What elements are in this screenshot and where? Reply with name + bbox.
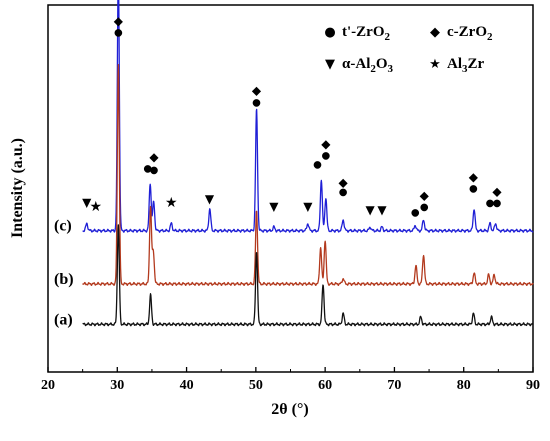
peak-marker: ● [420,202,429,213]
series-label: (a) [54,311,73,328]
x-tick-label: 30 [110,378,124,393]
peak-markers: ◆●▼★●●◆★ ▼◆●▼ ▼●●◆●◆▼ ▼ ●●◆ ●◆●●◆ [82,14,502,218]
legend-symbol: ★ [429,57,441,72]
x-tick-label: 20 [41,378,55,393]
peak-marker: ▼ [366,203,376,217]
legend-symbol: ● [324,25,335,40]
peak-marker: ● [339,187,348,198]
peak-marker: ◆ [149,150,159,164]
series-label: (c) [54,218,72,235]
peak-marker: ◆ [114,14,124,28]
peak-marker: ◆ [420,188,430,202]
legend-label: Al3Zr [447,56,485,75]
peak-marker: ● [252,97,261,108]
peak-marker: ● [150,165,159,176]
series-line-1 [82,0,534,233]
x-tick-label: 50 [249,378,263,393]
x-axis-ticks: 20 30 40 50 60 70 80 90 [41,367,540,393]
peak-marker: ● [313,160,322,171]
x-axis-title: 2θ (°) [271,401,308,418]
x-tick-label: 70 [387,378,401,393]
x-tick-label: 40 [180,378,194,393]
peak-marker: ● [493,198,502,209]
series-line-3 [82,224,534,327]
peak-marker: ● [469,184,478,195]
peak-marker: ◆ [469,170,479,184]
peak-marker: ▼ [205,192,215,206]
legend-label: c-ZrO2 [447,24,493,43]
x-tick-label: 60 [318,378,332,393]
peak-marker: ◆ [492,185,502,199]
peak-marker: ● [114,28,123,39]
peak-marker: ◆ [339,175,349,189]
legend-label: t'-ZrO2 [342,24,391,43]
peak-marker: ▼ [303,199,313,213]
legend: ● t'-ZrO2 ◆ c-ZrO2 ▼ α-Al2O3 ★ Al3Zr [324,24,493,75]
peak-marker: ● [321,150,330,161]
peak-marker: ● [486,198,495,209]
series-line-2 [82,64,534,287]
series-label: (b) [54,271,74,288]
y-axis-title: Intensity (a.u.) [9,138,26,238]
peak-marker: ◆ [321,137,331,151]
peak-marker: ▼ [269,199,279,213]
legend-symbol: ◆ [430,25,440,40]
peak-marker: ● [411,207,420,218]
peak-marker: ★ [165,195,178,211]
x-tick-label: 80 [457,378,471,393]
x-tick-label: 90 [526,378,540,393]
legend-symbol: ▼ [325,57,335,72]
series-traces [82,0,534,327]
peak-marker: ★ [90,199,103,215]
peak-marker: ▼ [82,196,92,210]
peak-marker: ◆ [252,84,262,98]
peak-marker: ● [143,163,152,174]
series-labels: (c) (b) (a) [54,218,74,329]
legend-label: α-Al2O3 [342,56,394,75]
peak-marker: ▼ [377,203,387,217]
